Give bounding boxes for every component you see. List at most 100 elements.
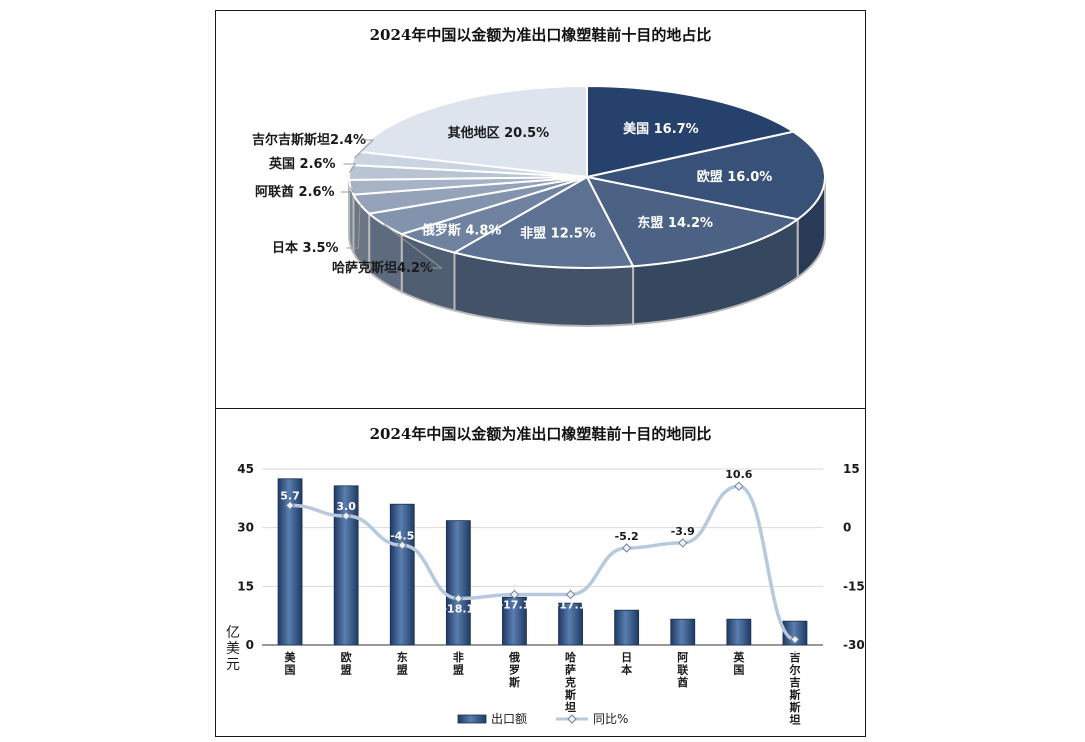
x-tick-label: 阿 [677, 650, 688, 664]
bar-chart-title: 2024年中国以金额为准出口橡塑鞋前十目的地同比 [369, 425, 712, 443]
pie-leader-8 [343, 163, 357, 173]
yoy-point-1 [341, 511, 351, 521]
x-tick-label: 尔 [788, 663, 800, 677]
y-left-tick: 30 [237, 521, 254, 535]
pie-label-4: 俄罗斯 4.8% [421, 222, 502, 238]
pie-leader-7 [341, 187, 354, 193]
x-tick-label: 联 [677, 663, 688, 677]
yoy-label-7: -3.9 [671, 525, 695, 538]
pie-label-3: 非盟 12.5% [520, 225, 596, 241]
pie-label-7: 阿联酋 2.6% [255, 184, 335, 200]
yoy-point-4 [509, 589, 520, 600]
y-right-tick: 0 [843, 521, 851, 535]
pie-chart-panel: 2024年中国以金额为准出口橡塑鞋前十目的地占比 美国 16.7% 欧盟 16.0… [215, 10, 866, 409]
yoy-point-6 [621, 543, 632, 553]
yoy-label-2: -4.5 [390, 529, 414, 542]
yoy-label-3: -18.1 [442, 602, 474, 615]
x-tick-label: 国 [733, 664, 744, 677]
pie-slice-10 [356, 84, 588, 179]
y-left-label-char: 美 [226, 641, 240, 657]
y-right-tick: -30 [843, 638, 865, 652]
pie-label-2: 东盟 14.2% [637, 215, 713, 231]
yoy-point-9 [790, 634, 800, 645]
x-tick-label: 斯 [509, 675, 520, 689]
x-tick-label: 日 [621, 651, 632, 664]
x-tick-label: 盟 [341, 664, 352, 677]
legend: 出口额 同比% [457, 712, 628, 726]
y-left-tick: 15 [237, 579, 254, 593]
pie-slice-1 [586, 130, 826, 221]
pie-slice-2 [585, 175, 801, 268]
legend-bar-label: 出口额 [491, 712, 527, 726]
yoy-point-7 [678, 538, 688, 548]
x-tick-label: 本 [621, 663, 632, 677]
bar-4 [502, 596, 527, 646]
pie-label-10: 其他地区 20.5% [448, 125, 550, 141]
bar-6 [614, 609, 640, 646]
y-left-ticks: 0 15 30 45 [237, 462, 254, 652]
x-tick-label: 国 [285, 664, 296, 677]
bar-7 [670, 618, 696, 646]
pie-side-walls [347, 176, 826, 327]
y-left-label-char: 元 [226, 657, 240, 673]
yoy-label-4: -17.1 [499, 599, 531, 612]
y-left-label-char: 亿 [226, 625, 240, 641]
yoy-point-8 [734, 481, 744, 491]
x-tick-label: 欧 [341, 650, 352, 664]
yoy-point-0 [285, 500, 295, 511]
pie-slices [348, 84, 826, 269]
pie-slice-3 [451, 175, 635, 269]
x-tick-label: 哈 [565, 650, 576, 664]
yoy-label-9: -28.6 [779, 644, 811, 657]
x-tick-label: 坦 [789, 713, 800, 727]
x-tick-label: 斯 [789, 700, 800, 714]
y-right-tick: -15 [843, 579, 865, 593]
pie-label-6: 日本 3.5% [272, 240, 339, 256]
y-left-tick: 45 [237, 462, 254, 476]
x-tick-label: 坦 [565, 700, 576, 714]
y-left-tick: 0 [246, 638, 254, 652]
pie-label-1: 欧盟 16.0% [697, 169, 773, 185]
pie-labels: 美国 16.7% 欧盟 16.0% 东盟 14.2% 非盟 12.5% 俄罗斯 4.8%… [252, 121, 772, 276]
bar-8 [726, 618, 752, 646]
yoy-label-5: -17.1 [555, 599, 587, 612]
x-tick-label: 俄 [508, 650, 520, 664]
x-tick-label: 斯 [565, 688, 576, 702]
bar-5 [558, 602, 583, 646]
y-left-label: 亿美元 [226, 625, 240, 673]
yoy-point-5 [565, 589, 576, 600]
pie-label-9: 吉尔吉斯斯坦2.4% [252, 132, 366, 148]
pie-label-0: 美国 16.7% [623, 121, 699, 137]
pie-leader-6 [346, 204, 361, 249]
x-tick-label: 克 [565, 675, 576, 689]
bar-2 [389, 503, 415, 646]
yoy-label-1: 3.0 [336, 500, 356, 513]
x-tick-label: 罗 [509, 664, 520, 677]
pie-slice-0 [586, 84, 796, 179]
yoy-label-6: -5.2 [615, 530, 639, 543]
pie-chart-title: 2024年中国以金额为准出口橡塑鞋前十目的地占比 [369, 26, 712, 44]
x-tick-label: 斯 [789, 688, 800, 702]
pie-label-8: 英国 2.6% [268, 156, 336, 172]
legend-bar-swatch [457, 714, 487, 724]
x-tick-label: 酋 [677, 675, 688, 689]
x-tick-label: 吉 [789, 650, 800, 664]
pie-label-5: 哈萨克斯坦4.2% [332, 260, 433, 276]
yoy-data-labels: 5.7 3.0 -4.5 -18.1 -17.1 -17.1 -5.2 -3.9 10.6 -28… [280, 468, 811, 656]
y-right-ticks: -30 -15 0 15 [843, 462, 865, 652]
yoy-point-3 [453, 593, 464, 604]
bar-3 [445, 520, 471, 646]
x-tick-label: 盟 [453, 664, 464, 677]
yoy-label-8: 10.6 [725, 468, 752, 481]
yoy-point-2 [397, 540, 407, 550]
x-tick-label: 英 [732, 650, 745, 664]
x-tick-label: 盟 [397, 664, 408, 677]
pie-leader-9 [353, 139, 375, 159]
bar-chart-panel: 2024年中国以金额为准出口橡塑鞋前十目的地同比 0 15 30 45 -30 -15 0 1… [215, 409, 866, 737]
x-tick-label: 萨 [565, 663, 576, 677]
x-tick-label: 东 [397, 650, 408, 664]
yoy-points [285, 481, 800, 645]
yoy-line [290, 484, 796, 642]
